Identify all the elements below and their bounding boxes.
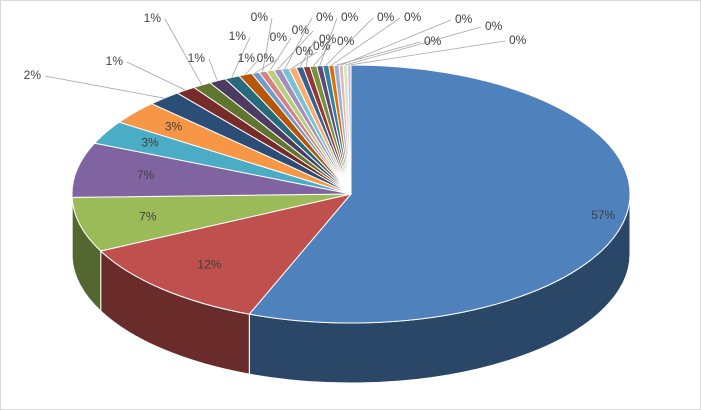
leader-line-25 — [340, 19, 452, 66]
data-label-19: 0% — [313, 39, 331, 53]
data-label-4: 3% — [141, 136, 159, 150]
leader-line-14 — [269, 37, 292, 71]
data-label-3: 7% — [137, 168, 155, 182]
leader-lines — [44, 17, 506, 99]
data-label-18: 0% — [319, 32, 337, 46]
data-label-25: 0% — [455, 12, 473, 26]
data-labels: 57%12%7%7%3%3%2%1%1%1%1%1% 0%0%0% 0%0%0%0%… — [24, 10, 616, 271]
leader-line-15 — [277, 30, 314, 70]
leader-line-16 — [284, 17, 313, 69]
data-label-1: 12% — [197, 257, 221, 271]
leader-line-10 — [231, 36, 251, 78]
data-label-5: 3% — [165, 119, 183, 133]
leader-line-9 — [208, 58, 218, 81]
leader-line-21 — [319, 17, 338, 66]
data-label-12: 0% — [257, 51, 275, 65]
data-label-15: 0% — [292, 23, 310, 37]
leader-line-7 — [126, 61, 186, 91]
data-label-23: 0% — [404, 10, 422, 24]
leader-line-18 — [299, 39, 316, 68]
leader-line-26 — [345, 26, 482, 66]
data-label-6: 2% — [24, 68, 42, 82]
data-label-20: 0% — [337, 34, 355, 48]
leader-line-12 — [255, 58, 279, 74]
data-label-27: 0% — [509, 33, 527, 47]
leader-line-22 — [325, 17, 374, 66]
data-label-17: 0% — [296, 44, 314, 58]
data-label-2: 7% — [139, 209, 157, 223]
pie-slice-0 — [248, 64, 631, 324]
pie-slice-3 — [71, 142, 352, 198]
data-label-22: 0% — [377, 10, 395, 24]
leader-line-23 — [331, 17, 401, 66]
data-label-13: 0% — [251, 10, 269, 24]
leader-line-27 — [349, 40, 506, 66]
leader-line-17 — [292, 51, 318, 69]
data-label-24: 0% — [424, 34, 442, 48]
data-label-16: 0% — [316, 10, 334, 24]
data-label-8: 1% — [144, 11, 162, 25]
data-label-7: 1% — [106, 54, 124, 68]
leader-line-11 — [245, 58, 260, 75]
data-label-21: 0% — [341, 10, 359, 24]
data-label-14: 0% — [270, 30, 288, 44]
leader-line-19 — [306, 46, 310, 67]
data-label-11: 1% — [238, 51, 256, 65]
leader-line-13 — [262, 17, 273, 72]
leader-line-20 — [312, 41, 334, 67]
data-label-9: 1% — [188, 51, 206, 65]
leader-line-6 — [44, 75, 165, 99]
data-label-10: 1% — [229, 29, 247, 43]
data-label-26: 0% — [485, 19, 503, 33]
pie-top-layer — [71, 64, 631, 324]
data-label-0: 57% — [591, 208, 615, 222]
leader-line-8 — [164, 18, 203, 86]
pie-slice-1 — [99, 193, 353, 315]
pie-slice-2 — [71, 193, 352, 252]
